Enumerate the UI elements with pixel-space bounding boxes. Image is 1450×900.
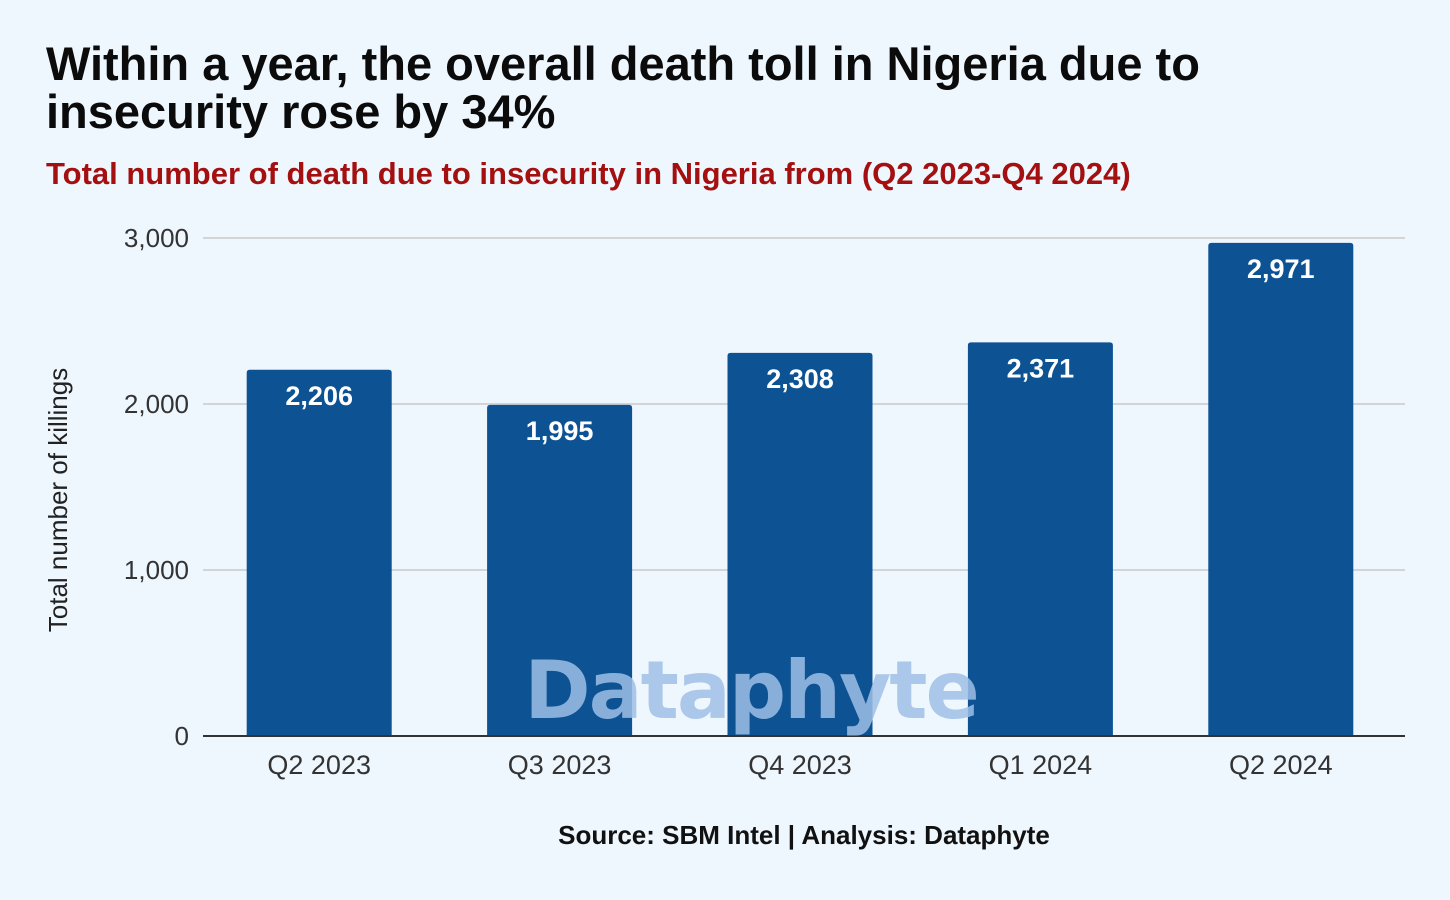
bar [967, 342, 1113, 736]
bar-value-label: 2,971 [1247, 254, 1315, 284]
y-tick-label: 2,000 [124, 389, 189, 419]
chart-subtitle: Total number of death due to insecurity … [46, 156, 1131, 191]
bar [1208, 242, 1354, 736]
bar [246, 369, 392, 736]
bar [487, 404, 633, 736]
bar-value-label: 2,308 [766, 364, 834, 394]
x-tick-label: Q1 2024 [989, 750, 1093, 780]
y-tick-label: 1,000 [124, 555, 189, 585]
x-tick-label: Q3 2023 [508, 750, 612, 780]
bar-value-label: 2,371 [1007, 353, 1075, 383]
chart-title: Within a year, the overall death toll in… [46, 37, 1200, 138]
y-axis-title: Total number of killings [43, 368, 73, 632]
x-tick-label: Q4 2023 [748, 750, 852, 780]
bar [727, 352, 873, 736]
y-tick-label: 0 [175, 721, 189, 751]
y-tick-label: 3,000 [124, 223, 189, 253]
source-note: Source: SBM Intel | Analysis: Dataphyte [558, 820, 1050, 850]
bar-value-label: 2,206 [285, 381, 353, 411]
bar-value-label: 1,995 [526, 416, 594, 446]
x-tick-label: Q2 2024 [1229, 750, 1333, 780]
dataphyte-watermark-logo: Dataphyte [524, 644, 977, 737]
x-tick-label: Q2 2023 [267, 750, 371, 780]
